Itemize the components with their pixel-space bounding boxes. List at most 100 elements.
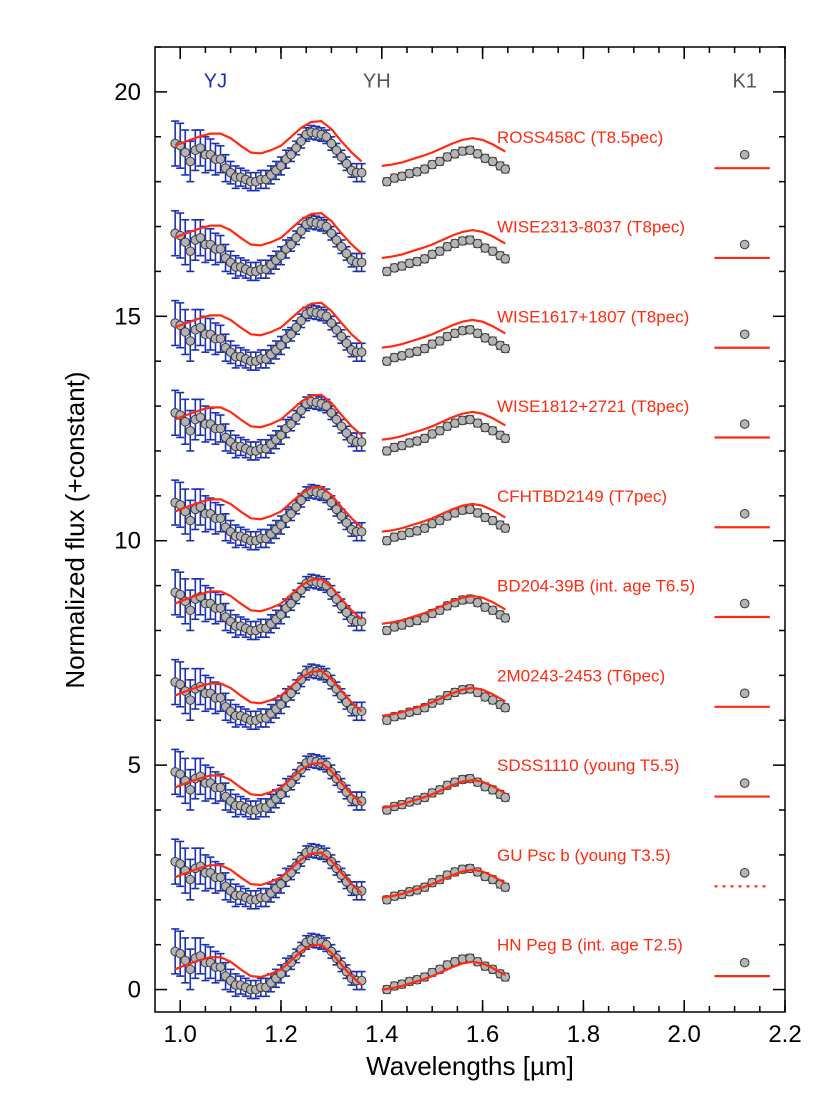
model-line-yh bbox=[381, 410, 506, 441]
x-tick-label: 1.4 bbox=[365, 1021, 398, 1048]
data-point bbox=[382, 535, 392, 546]
model-line-yh bbox=[381, 868, 506, 899]
data-point bbox=[487, 246, 498, 257]
data-point bbox=[296, 315, 306, 326]
data-point bbox=[331, 414, 342, 425]
data-point bbox=[286, 419, 296, 429]
data-point bbox=[341, 158, 352, 169]
data-point bbox=[487, 336, 498, 346]
data-point bbox=[739, 688, 750, 699]
data-point bbox=[341, 338, 352, 349]
data-point bbox=[276, 430, 286, 441]
axis-ticks: 1.0 1.2 1.4 1.6 1.8 2.0 2.2 0 5 10 15 20 bbox=[114, 46, 802, 1048]
data-point bbox=[336, 511, 347, 521]
y-tick-label: 10 bbox=[114, 528, 141, 555]
data-point bbox=[419, 343, 430, 354]
data-point bbox=[185, 785, 196, 795]
data-point bbox=[341, 607, 352, 618]
data-point bbox=[326, 138, 337, 149]
data-point bbox=[291, 232, 301, 243]
data-point bbox=[175, 769, 185, 779]
data-point bbox=[341, 517, 352, 528]
series-label: 2M0243-2453 (T6pec) bbox=[497, 666, 665, 685]
data-point bbox=[291, 143, 301, 153]
data-point bbox=[331, 504, 342, 515]
data-point bbox=[185, 605, 196, 616]
data-point bbox=[276, 161, 286, 171]
data-point bbox=[291, 861, 301, 871]
data-point bbox=[215, 154, 226, 165]
series-group: ROSS458C (T8.5pec) bbox=[170, 119, 770, 192]
y-tick-label: 0 bbox=[128, 977, 141, 1004]
data-point bbox=[215, 423, 226, 434]
data-point bbox=[321, 401, 332, 411]
data-point bbox=[472, 508, 483, 518]
data-point bbox=[215, 782, 226, 793]
data-point bbox=[434, 336, 445, 346]
data-point bbox=[336, 870, 347, 880]
series-label: GU Psc b (young T3.5) bbox=[497, 846, 671, 865]
series-group: CFHTBD2149 (T7pec) bbox=[170, 479, 770, 551]
data-point bbox=[500, 433, 511, 444]
data-point bbox=[472, 597, 483, 608]
data-point bbox=[356, 437, 367, 447]
x-tick-label: 2.0 bbox=[668, 1021, 701, 1048]
series-group: SDSS1110 (young T5.5) bbox=[170, 748, 770, 820]
data-point bbox=[286, 329, 296, 340]
data-point bbox=[291, 592, 301, 602]
data-point bbox=[296, 136, 306, 147]
series-label: SDSS1110 (young T5.5) bbox=[497, 756, 679, 775]
data-point bbox=[215, 603, 226, 613]
data-point bbox=[500, 882, 511, 893]
axis-frame bbox=[154, 46, 786, 1013]
data-point bbox=[276, 340, 286, 351]
data-point bbox=[356, 526, 367, 537]
data-point bbox=[185, 964, 196, 975]
data-point bbox=[336, 152, 347, 162]
data-point bbox=[356, 257, 367, 268]
data-point bbox=[382, 625, 392, 636]
data-point bbox=[336, 421, 347, 432]
data-point bbox=[487, 605, 498, 616]
model-line-yj bbox=[174, 393, 363, 437]
data-point bbox=[382, 176, 392, 187]
data-point bbox=[341, 248, 352, 259]
data-point bbox=[356, 616, 367, 627]
model-line-yj bbox=[174, 761, 363, 805]
band-label: YJ bbox=[204, 70, 227, 92]
data-point bbox=[195, 322, 206, 333]
data-point bbox=[185, 425, 196, 436]
model-line-yh bbox=[381, 778, 506, 809]
data-point bbox=[286, 688, 296, 699]
data-point bbox=[500, 254, 511, 264]
data-point bbox=[465, 324, 475, 335]
series-label: ROSS458C (T8.5pec) bbox=[497, 128, 663, 147]
data-point bbox=[326, 318, 337, 328]
data-point bbox=[215, 872, 226, 883]
data-point bbox=[276, 789, 286, 800]
data-point bbox=[195, 412, 206, 423]
data-point bbox=[185, 515, 196, 526]
data-point bbox=[500, 523, 511, 533]
data-point bbox=[500, 343, 511, 354]
data-point bbox=[419, 164, 430, 174]
data-point bbox=[739, 868, 750, 878]
data-point bbox=[276, 250, 286, 261]
data-point bbox=[215, 693, 226, 703]
data-point bbox=[356, 796, 367, 806]
y-tick-label: 20 bbox=[114, 79, 141, 106]
data-point bbox=[434, 425, 445, 436]
data-point bbox=[434, 515, 445, 526]
data-point bbox=[331, 324, 342, 335]
data-point bbox=[434, 156, 445, 167]
series-group: 2M0243-2453 (T6pec) bbox=[170, 658, 770, 731]
data-point bbox=[175, 948, 185, 959]
band-label: YH bbox=[363, 70, 391, 92]
data-point bbox=[331, 235, 342, 245]
data-point bbox=[326, 497, 337, 508]
data-point bbox=[336, 331, 347, 342]
data-point bbox=[336, 241, 347, 252]
model-line-yh bbox=[381, 594, 506, 625]
model-line-yj bbox=[174, 943, 363, 986]
